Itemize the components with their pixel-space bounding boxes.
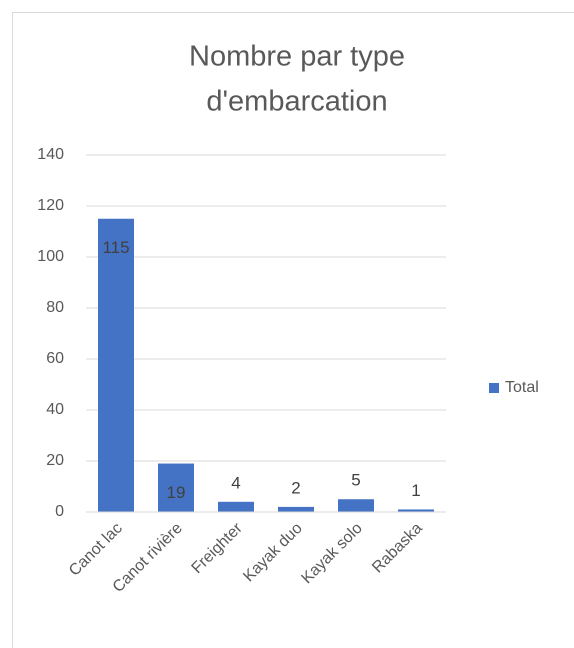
- bar: [398, 509, 434, 512]
- chart-title: Nombre par type: [189, 41, 405, 73]
- data-label: 1: [411, 481, 420, 500]
- bar: [338, 499, 374, 512]
- data-label: 4: [231, 473, 240, 492]
- legend-label: Total: [505, 379, 539, 396]
- y-tick-label: 0: [55, 503, 64, 520]
- chart-title: d'embarcation: [206, 86, 387, 118]
- bar: [218, 501, 254, 512]
- bar: [98, 218, 134, 512]
- data-label: 19: [167, 483, 186, 502]
- legend-swatch: [489, 383, 499, 393]
- data-label: 115: [102, 238, 129, 257]
- data-label: 5: [351, 471, 360, 490]
- data-label: 2: [291, 478, 300, 497]
- bar: [158, 463, 194, 512]
- y-tick-label: 40: [46, 401, 64, 418]
- bar: [278, 506, 314, 512]
- y-tick-label: 100: [37, 248, 64, 265]
- y-tick-label: 20: [46, 452, 64, 469]
- y-tick-label: 120: [37, 197, 64, 214]
- y-tick-label: 80: [46, 299, 64, 316]
- y-tick-label: 140: [37, 146, 64, 163]
- y-tick-label: 60: [46, 350, 64, 367]
